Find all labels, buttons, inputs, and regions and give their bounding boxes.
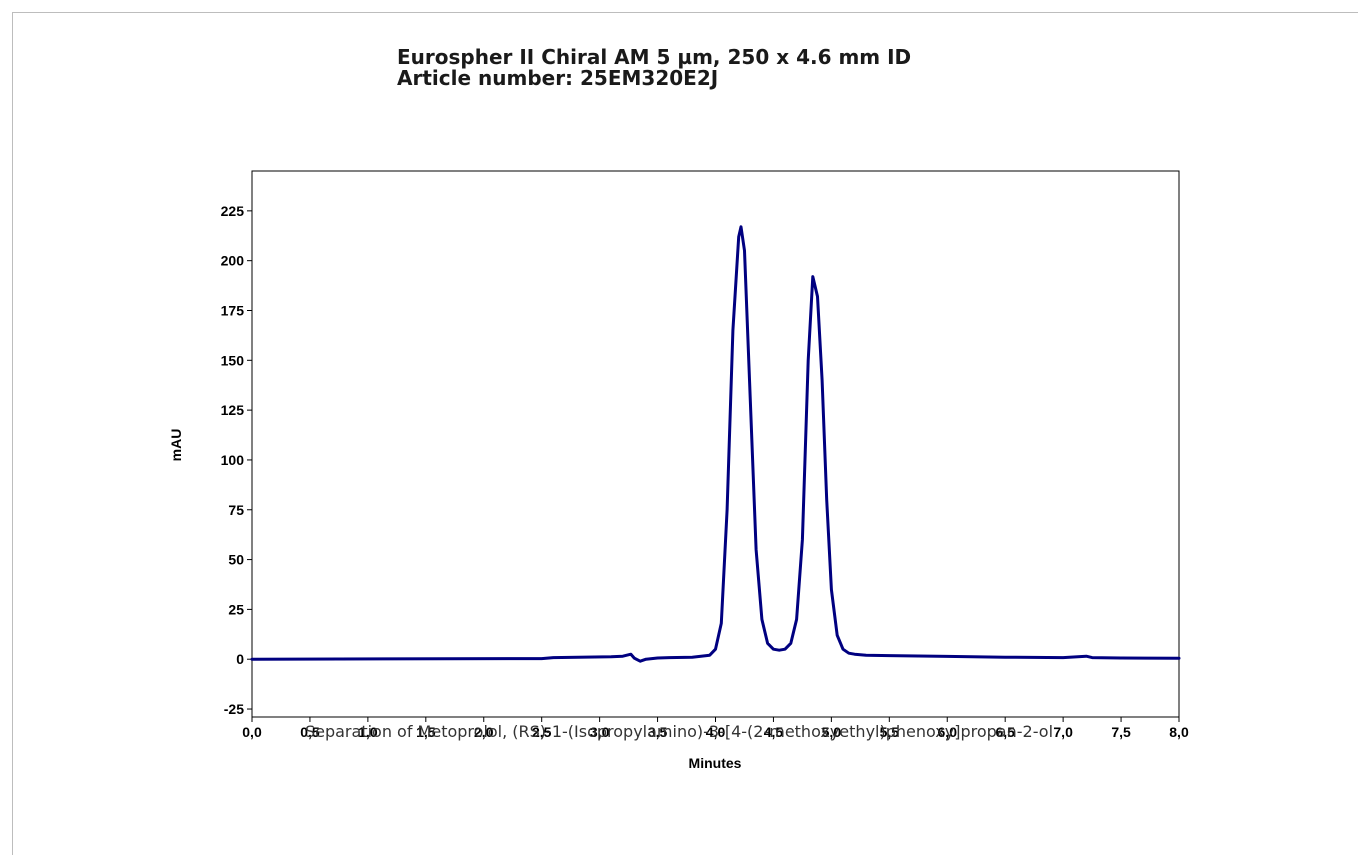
y-tick-label: 175 — [221, 302, 245, 318]
x-tick-label: 5,5 — [880, 724, 900, 740]
x-axis-label: Minutes — [689, 755, 742, 771]
x-tick-label: 1,0 — [358, 724, 378, 740]
x-tick-label: 2,0 — [474, 724, 494, 740]
chromatogram-trace — [250, 225, 1181, 663]
y-tick-label: 25 — [228, 601, 244, 617]
plot-area — [251, 170, 1180, 718]
x-tick-label: 1,5 — [416, 724, 436, 740]
x-tick-label: 6,0 — [938, 724, 958, 740]
y-tick-label: 100 — [221, 452, 245, 468]
x-tick-label: 0,0 — [242, 724, 262, 740]
x-tick-label: 6,5 — [995, 724, 1015, 740]
y-tick-label: 150 — [221, 352, 245, 368]
y-tick-label: 125 — [221, 402, 245, 418]
title-line-1: Eurospher II Chiral AM 5 µm, 250 x 4.6 m… — [397, 45, 912, 69]
x-tick-label: 3,5 — [648, 724, 668, 740]
figure-frame — [12, 12, 1358, 855]
x-tick-label: 0,5 — [300, 724, 320, 740]
y-tick-label: 0 — [236, 651, 244, 667]
x-tick-label: 2,5 — [532, 724, 552, 740]
y-tick-label: 50 — [228, 552, 244, 568]
x-tick-label: 4,0 — [706, 724, 726, 740]
y-tick-label: 200 — [221, 253, 245, 269]
y-axis-label: mAU — [168, 429, 184, 462]
x-tick-label: 7,5 — [1111, 724, 1131, 740]
figure-caption: Separation of Metoprolol, (RS)-1-(Isopro… — [304, 722, 1054, 741]
y-tick-label: 75 — [228, 502, 244, 518]
x-tick-label: 8,0 — [1169, 724, 1189, 740]
y-tick-label: -25 — [224, 701, 244, 717]
x-tick-label: 5,0 — [822, 724, 842, 740]
x-axis-ticks: 0,0 0,5 1,0 1,5 2,0 2,5 3,0 3,5 4,0 4,5 5,0 5,5 6,0 6… — [242, 717, 1189, 740]
x-tick-label: 7,0 — [1053, 724, 1073, 740]
y-axis-ticks: -25 0 25 50 75 100 125 150 175 200 225 — [221, 203, 252, 717]
y-tick-label: 225 — [221, 203, 245, 219]
x-tick-label: 4,5 — [764, 724, 784, 740]
chart-title: Eurospher II Chiral AM 5 µm, 250 x 4.6 m… — [397, 47, 911, 89]
x-tick-label: 3,0 — [590, 724, 610, 740]
title-line-2: Article number: 25EM320E2J — [397, 66, 719, 90]
